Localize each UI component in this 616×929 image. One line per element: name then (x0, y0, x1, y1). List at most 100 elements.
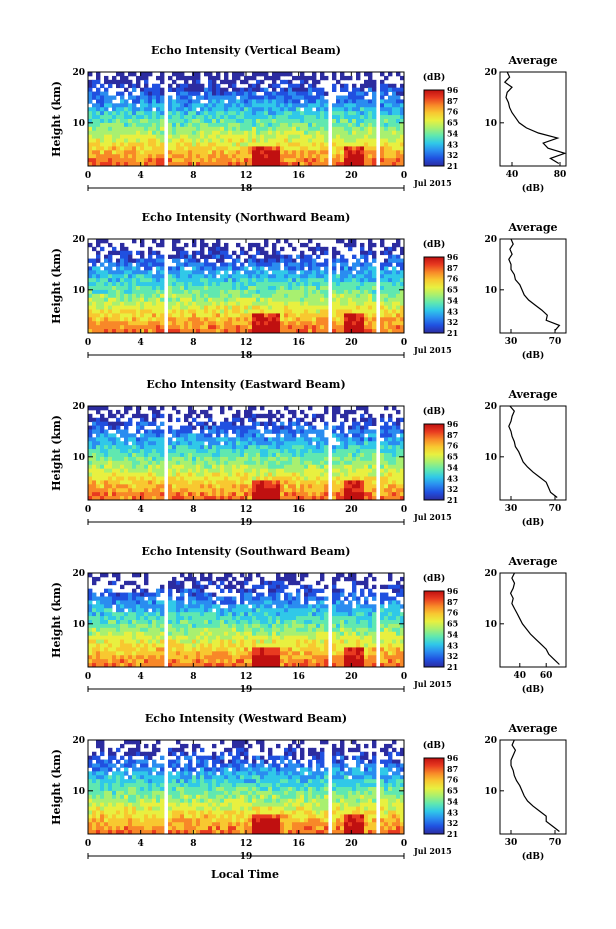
heatmap-cell (116, 445, 121, 450)
heatmap-cell (180, 158, 185, 163)
heatmap-cell (340, 162, 345, 167)
heatmap-cell (244, 270, 249, 275)
heatmap-cell (196, 329, 201, 334)
heatmap-cell (288, 313, 293, 318)
heatmap-cell (160, 158, 165, 163)
heatmap-cell (112, 119, 117, 124)
heatmap-cell (108, 138, 113, 143)
heatmap-cell (212, 484, 217, 489)
heatmap-cell (256, 72, 261, 77)
heatmap-cell (160, 421, 165, 426)
heatmap-cell (316, 134, 321, 139)
heatmap (88, 72, 405, 167)
heatmap-cell (120, 79, 125, 85)
heatmap-cell (256, 111, 261, 116)
heatmap-cell (368, 111, 373, 116)
heatmap-cell (260, 122, 265, 128)
heatmap-cell (308, 83, 313, 89)
heatmap-cell (348, 158, 353, 163)
heatmap-cell (236, 154, 241, 159)
heatmap-cell (140, 130, 145, 136)
heatmap-cell (280, 154, 285, 159)
heatmap-cell (316, 107, 321, 112)
heatmap-cell (200, 429, 205, 434)
heatmap-cell (212, 297, 217, 303)
heatmap-cell (256, 456, 261, 462)
heatmap-cell (356, 146, 361, 151)
heatmap-cell (284, 460, 289, 466)
heatmap-cell (400, 282, 405, 287)
heatmap-cell (200, 119, 205, 124)
heatmap-cell (220, 266, 225, 271)
heatmap-cell (88, 600, 93, 605)
heatmap-cell (288, 242, 293, 248)
heatmap-cell (244, 126, 249, 132)
heatmap-cell (152, 122, 157, 128)
heatmap-cell (304, 313, 309, 318)
heatmap-cell (236, 425, 241, 430)
heatmap-cell (128, 83, 133, 89)
heatmap-cell (136, 286, 141, 291)
heatmap-cell (212, 270, 217, 275)
heatmap-cell (372, 293, 377, 299)
heatmap-cell (116, 496, 121, 501)
heatmap-cell (336, 425, 341, 430)
heatmap-cell (276, 460, 281, 466)
heatmap-cell (264, 464, 269, 470)
heatmap-cell (276, 321, 281, 326)
heatmap-cell (260, 321, 265, 326)
heatmap-cell (400, 480, 405, 485)
heatmap-cell (196, 162, 201, 167)
heatmap-cell (332, 246, 337, 252)
heatmap-cell (92, 441, 97, 446)
heatmap-cell (312, 158, 317, 163)
heatmap-cell (240, 103, 245, 108)
heatmap-cell (372, 142, 377, 147)
heatmap-cell (236, 111, 241, 116)
heatmap-cell (364, 103, 369, 108)
heatmap-cell (140, 305, 145, 310)
heatmap-cell (312, 99, 317, 104)
heatmap-cell (184, 321, 189, 326)
heatmap-cell (280, 413, 285, 419)
heatmap-cell (372, 146, 377, 151)
heatmap-cell (212, 421, 217, 426)
heatmap-cell (352, 146, 357, 151)
heatmap-cell (96, 95, 101, 100)
heatmap-cell (172, 119, 177, 124)
heatmap-cell (180, 289, 185, 295)
heatmap-cell (112, 250, 117, 256)
heatmap-cell (124, 119, 129, 124)
heatmap-cell (300, 309, 305, 314)
heatmap-cell (360, 262, 365, 267)
heatmap-cell (124, 449, 129, 454)
heatmap-cell (96, 87, 101, 92)
heatmap-cell (176, 130, 181, 136)
heatmap-cell (264, 468, 269, 473)
heatmap-cell (136, 126, 141, 132)
heatmap-cell (192, 83, 197, 89)
heatmap-cell (380, 134, 385, 139)
heatmap-cell (192, 456, 197, 462)
heatmap-cell (204, 146, 209, 151)
heatmap-cell (256, 99, 261, 104)
heatmap-cell (388, 154, 393, 159)
heatmap-cell (228, 83, 233, 89)
heatmap-cell (116, 313, 121, 318)
heatmap-cell (188, 293, 193, 299)
heatmap-cell (224, 313, 229, 318)
heatmap-cell (388, 250, 393, 256)
heatmap-cell (108, 274, 113, 279)
heatmap-cell (296, 437, 301, 442)
heatmap-cell (244, 79, 249, 85)
heatmap-cell (372, 297, 377, 303)
heatmap-cell (284, 496, 289, 501)
heatmap-cell (336, 126, 341, 132)
heatmap-cell (100, 297, 105, 303)
heatmap-cell (320, 301, 325, 306)
heatmap-cell (232, 317, 237, 322)
heatmap-cell (292, 83, 297, 89)
heatmap-cell (144, 449, 149, 454)
heatmap-cell (348, 293, 353, 299)
heatmap-cell (148, 286, 153, 291)
